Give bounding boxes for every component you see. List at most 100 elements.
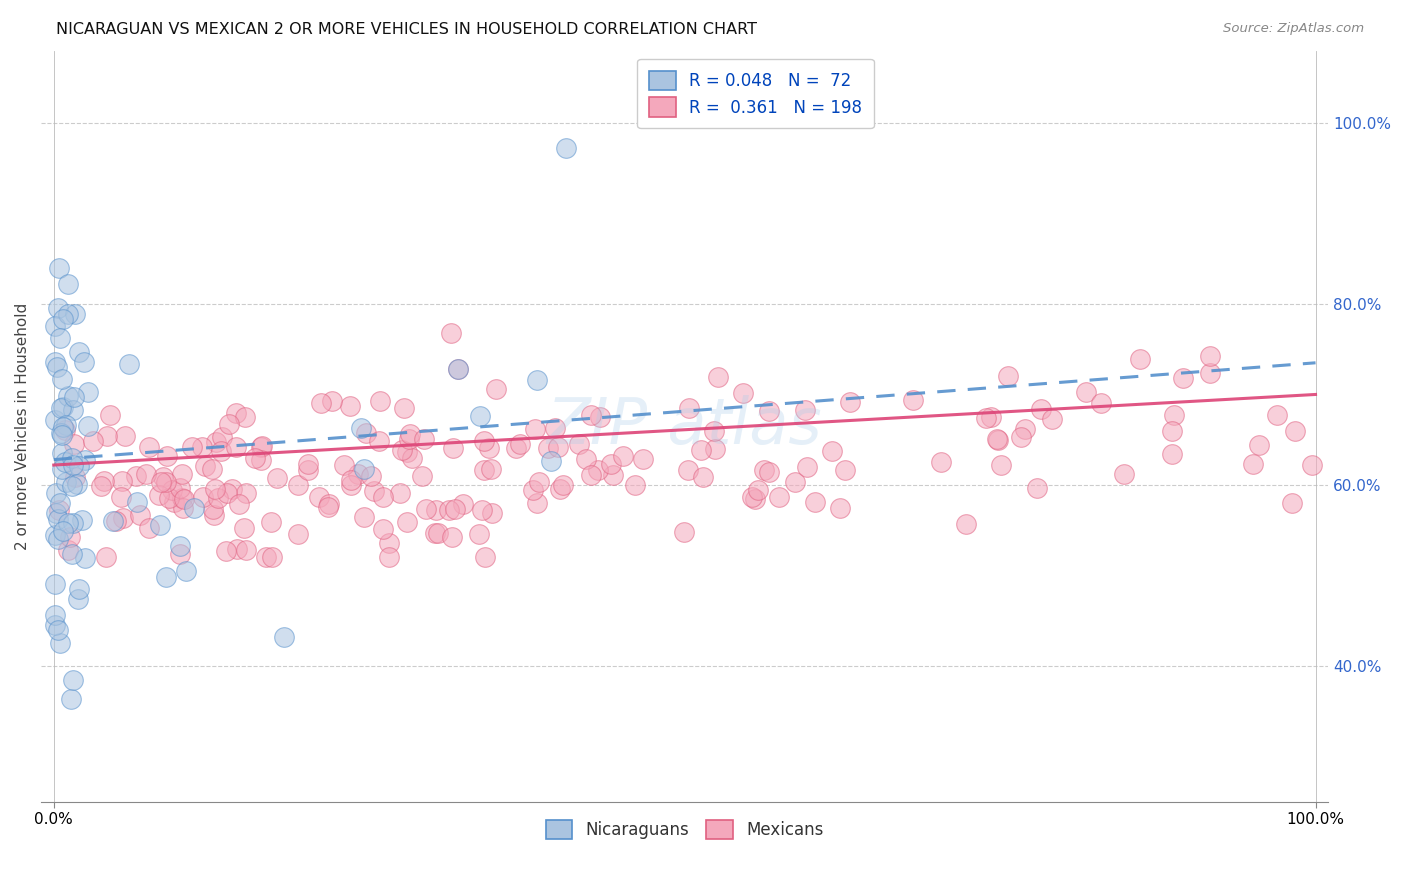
Point <box>111 475 134 489</box>
Point <box>118 357 141 371</box>
Point <box>505 441 527 455</box>
Point <box>46 624 69 638</box>
Point <box>579 408 602 422</box>
Point <box>678 401 700 416</box>
Point <box>252 439 274 453</box>
Point <box>468 526 491 541</box>
Point <box>152 469 174 483</box>
Point <box>447 362 470 376</box>
Point <box>160 483 183 498</box>
Point <box>235 410 257 425</box>
Text: ZIP atlas: ZIP atlas <box>547 395 823 457</box>
Point <box>311 396 333 410</box>
Point <box>63 437 86 451</box>
Point <box>235 486 257 500</box>
Point <box>49 330 72 344</box>
Point <box>1265 408 1288 422</box>
Point <box>180 440 202 454</box>
Point <box>378 550 401 565</box>
Point <box>169 539 191 553</box>
Point <box>65 470 87 484</box>
Point <box>1161 424 1184 438</box>
Point <box>378 536 401 550</box>
Point <box>1281 495 1303 509</box>
Point <box>90 479 112 493</box>
Point <box>1171 370 1194 384</box>
Point <box>249 452 271 467</box>
Point <box>1199 366 1222 380</box>
Point <box>481 506 503 520</box>
Point <box>44 413 66 427</box>
Point <box>297 457 319 471</box>
Point <box>1301 458 1323 473</box>
Point <box>62 458 84 472</box>
Point <box>453 498 475 512</box>
Legend: Nicaraguans, Mexicans: Nicaraguans, Mexicans <box>538 814 830 846</box>
Point <box>1076 385 1098 400</box>
Point <box>48 502 70 516</box>
Point <box>173 492 195 507</box>
Point <box>51 461 73 475</box>
Point <box>59 692 82 706</box>
Point <box>49 636 72 650</box>
Point <box>1090 396 1112 410</box>
Point <box>207 491 229 506</box>
Point <box>172 491 194 505</box>
Point <box>77 419 100 434</box>
Point <box>389 486 412 500</box>
Point <box>1241 457 1264 471</box>
Point <box>96 428 118 442</box>
Point <box>66 591 89 606</box>
Point <box>201 501 224 516</box>
Point <box>548 482 571 496</box>
Point <box>58 516 80 530</box>
Point <box>479 461 502 475</box>
Point <box>443 502 465 516</box>
Point <box>1284 424 1306 438</box>
Point <box>1040 412 1063 426</box>
Point <box>62 403 84 417</box>
Point <box>149 517 172 532</box>
Point <box>540 454 562 468</box>
Point <box>333 458 356 472</box>
Point <box>731 385 754 400</box>
Point <box>485 383 508 397</box>
Point <box>49 496 72 510</box>
Point <box>624 478 647 492</box>
Point <box>602 467 624 482</box>
Point <box>399 427 422 442</box>
Point <box>1031 401 1053 416</box>
Point <box>125 494 148 508</box>
Text: NICARAGUAN VS MEXICAN 2 OR MORE VEHICLES IN HOUSEHOLD CORRELATION CHART: NICARAGUAN VS MEXICAN 2 OR MORE VEHICLES… <box>56 22 758 37</box>
Point <box>796 460 818 475</box>
Point <box>308 490 330 504</box>
Point <box>339 399 361 413</box>
Point <box>183 501 205 516</box>
Point <box>55 475 77 490</box>
Point <box>768 490 790 504</box>
Point <box>1160 447 1182 461</box>
Point <box>44 608 66 623</box>
Point <box>834 463 856 477</box>
Point <box>347 467 370 481</box>
Point <box>58 307 80 321</box>
Point <box>437 503 460 517</box>
Point <box>56 389 79 403</box>
Point <box>63 307 86 321</box>
Point <box>93 475 115 489</box>
Point <box>287 478 309 492</box>
Point <box>225 406 247 420</box>
Point <box>340 478 363 492</box>
Point <box>526 496 548 510</box>
Point <box>703 442 725 456</box>
Point <box>201 462 224 476</box>
Point <box>63 390 86 404</box>
Point <box>44 355 66 369</box>
Point <box>316 500 339 514</box>
Point <box>568 436 591 450</box>
Point <box>217 486 239 500</box>
Point <box>60 479 83 493</box>
Point <box>744 491 766 506</box>
Point <box>266 471 288 485</box>
Point <box>828 501 851 516</box>
